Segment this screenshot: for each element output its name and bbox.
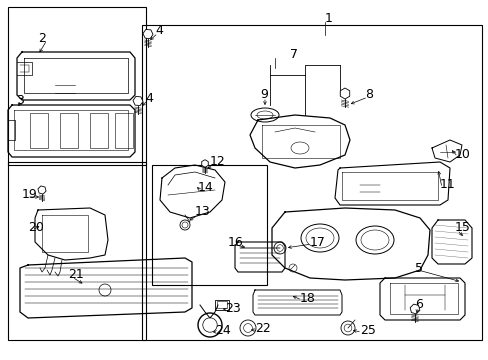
Text: 11: 11 (439, 179, 455, 192)
Text: 25: 25 (359, 324, 375, 337)
Text: 17: 17 (309, 235, 325, 248)
Text: 14: 14 (198, 181, 213, 194)
Bar (142, 25, 481, 340)
Text: 5: 5 (414, 261, 422, 274)
Text: 19: 19 (22, 189, 38, 202)
Ellipse shape (360, 230, 388, 250)
Ellipse shape (305, 228, 333, 248)
Ellipse shape (301, 224, 338, 252)
Text: 22: 22 (254, 321, 270, 334)
Text: 7: 7 (289, 49, 297, 62)
Text: 20: 20 (28, 221, 44, 234)
Text: 24: 24 (215, 324, 230, 337)
Text: 21: 21 (68, 269, 83, 282)
Text: 18: 18 (299, 292, 315, 305)
Text: 2: 2 (38, 31, 46, 45)
Text: 15: 15 (454, 221, 470, 234)
Text: 1: 1 (325, 12, 332, 24)
Ellipse shape (257, 111, 272, 119)
Text: 23: 23 (224, 301, 240, 315)
Text: 4: 4 (155, 23, 163, 36)
Text: 13: 13 (195, 206, 210, 219)
Bar (215, 300, 228, 310)
Text: 12: 12 (209, 156, 225, 168)
Text: 10: 10 (454, 148, 470, 162)
Text: 6: 6 (414, 298, 422, 311)
Text: 9: 9 (260, 89, 267, 102)
Bar (60, 113, 78, 148)
Bar (152, 165, 266, 285)
Bar (90, 113, 108, 148)
Bar (115, 113, 133, 148)
Text: 3: 3 (16, 94, 24, 107)
Ellipse shape (290, 142, 308, 154)
Text: 16: 16 (227, 235, 243, 248)
Text: 4: 4 (145, 91, 153, 104)
Bar (8, 7, 146, 165)
Bar (217, 301, 226, 308)
Bar (8, 162, 146, 340)
Ellipse shape (355, 226, 393, 254)
Text: 8: 8 (364, 89, 372, 102)
Ellipse shape (250, 108, 279, 122)
Bar (30, 113, 48, 148)
